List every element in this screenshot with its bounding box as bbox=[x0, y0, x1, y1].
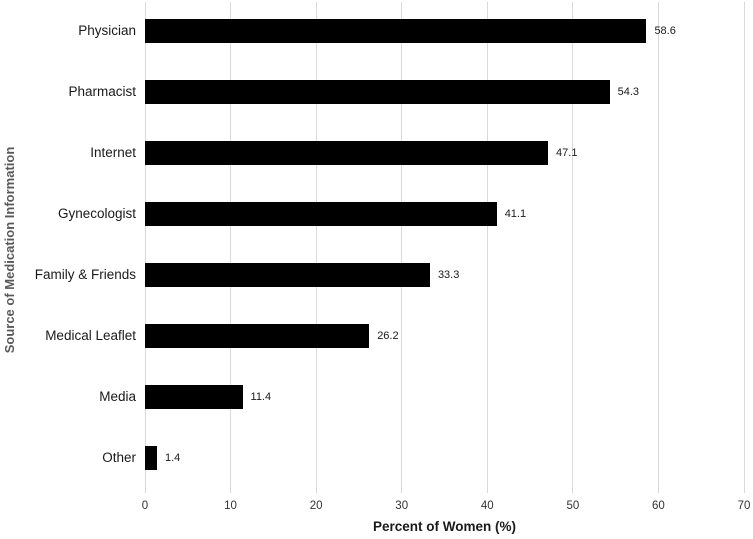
bar-row: Internet 47.1 bbox=[0, 122, 753, 183]
bar-row: Gynecologist 41.1 bbox=[0, 183, 753, 244]
gridline bbox=[144, 2, 146, 493]
category-label: Family & Friends bbox=[34, 267, 136, 282]
bar-row: Pharmacist 54.3 bbox=[0, 61, 753, 122]
gridline bbox=[230, 2, 232, 493]
gridline bbox=[315, 2, 317, 493]
x-tick-label: 70 bbox=[737, 500, 751, 512]
bar bbox=[145, 323, 370, 348]
gridline bbox=[401, 2, 403, 493]
bar bbox=[145, 140, 549, 165]
bar-row: Other 1.4 bbox=[0, 427, 753, 488]
value-label: 58.6 bbox=[654, 24, 676, 37]
bar-row: Family & Friends 33.3 bbox=[0, 244, 753, 305]
bar bbox=[145, 262, 430, 287]
category-label: Medical Leaflet bbox=[45, 328, 136, 343]
value-label: 33.3 bbox=[437, 268, 460, 281]
x-tick-label: 0 bbox=[141, 500, 149, 512]
value-label: 41.1 bbox=[504, 207, 527, 220]
value-label: 47.1 bbox=[556, 146, 578, 159]
x-tick-label: 30 bbox=[395, 500, 409, 512]
value-label: 54.3 bbox=[617, 85, 640, 98]
bar bbox=[145, 384, 243, 409]
bar bbox=[145, 79, 610, 104]
x-tick-label: 40 bbox=[480, 500, 494, 512]
x-axis-title: Percent of Women (%) bbox=[372, 519, 516, 534]
bar-row: Medical Leaflet 26.2 bbox=[0, 305, 753, 366]
category-label: Physician bbox=[78, 23, 136, 38]
x-tick-label: 60 bbox=[652, 500, 665, 512]
gridline bbox=[572, 2, 574, 493]
bar bbox=[145, 18, 647, 43]
value-label: 26.2 bbox=[377, 329, 399, 342]
gridline bbox=[657, 2, 659, 493]
x-tick-label: 20 bbox=[309, 500, 323, 512]
category-label: Media bbox=[99, 389, 136, 404]
bar bbox=[145, 445, 157, 470]
bar-row: Physician 58.6 bbox=[0, 0, 753, 61]
category-label: Internet bbox=[90, 145, 136, 160]
bar bbox=[145, 201, 497, 226]
category-label: Gynecologist bbox=[57, 206, 136, 221]
value-label: 11.4 bbox=[250, 390, 272, 403]
value-label: 1.4 bbox=[164, 451, 181, 464]
bar-row: Media 11.4 bbox=[0, 366, 753, 427]
gridline bbox=[743, 2, 745, 493]
x-tick-label: 10 bbox=[224, 500, 237, 512]
category-label: Other bbox=[102, 450, 136, 465]
x-tick-label: 50 bbox=[566, 500, 580, 512]
gridline bbox=[486, 2, 488, 493]
category-label: Pharmacist bbox=[68, 84, 136, 99]
